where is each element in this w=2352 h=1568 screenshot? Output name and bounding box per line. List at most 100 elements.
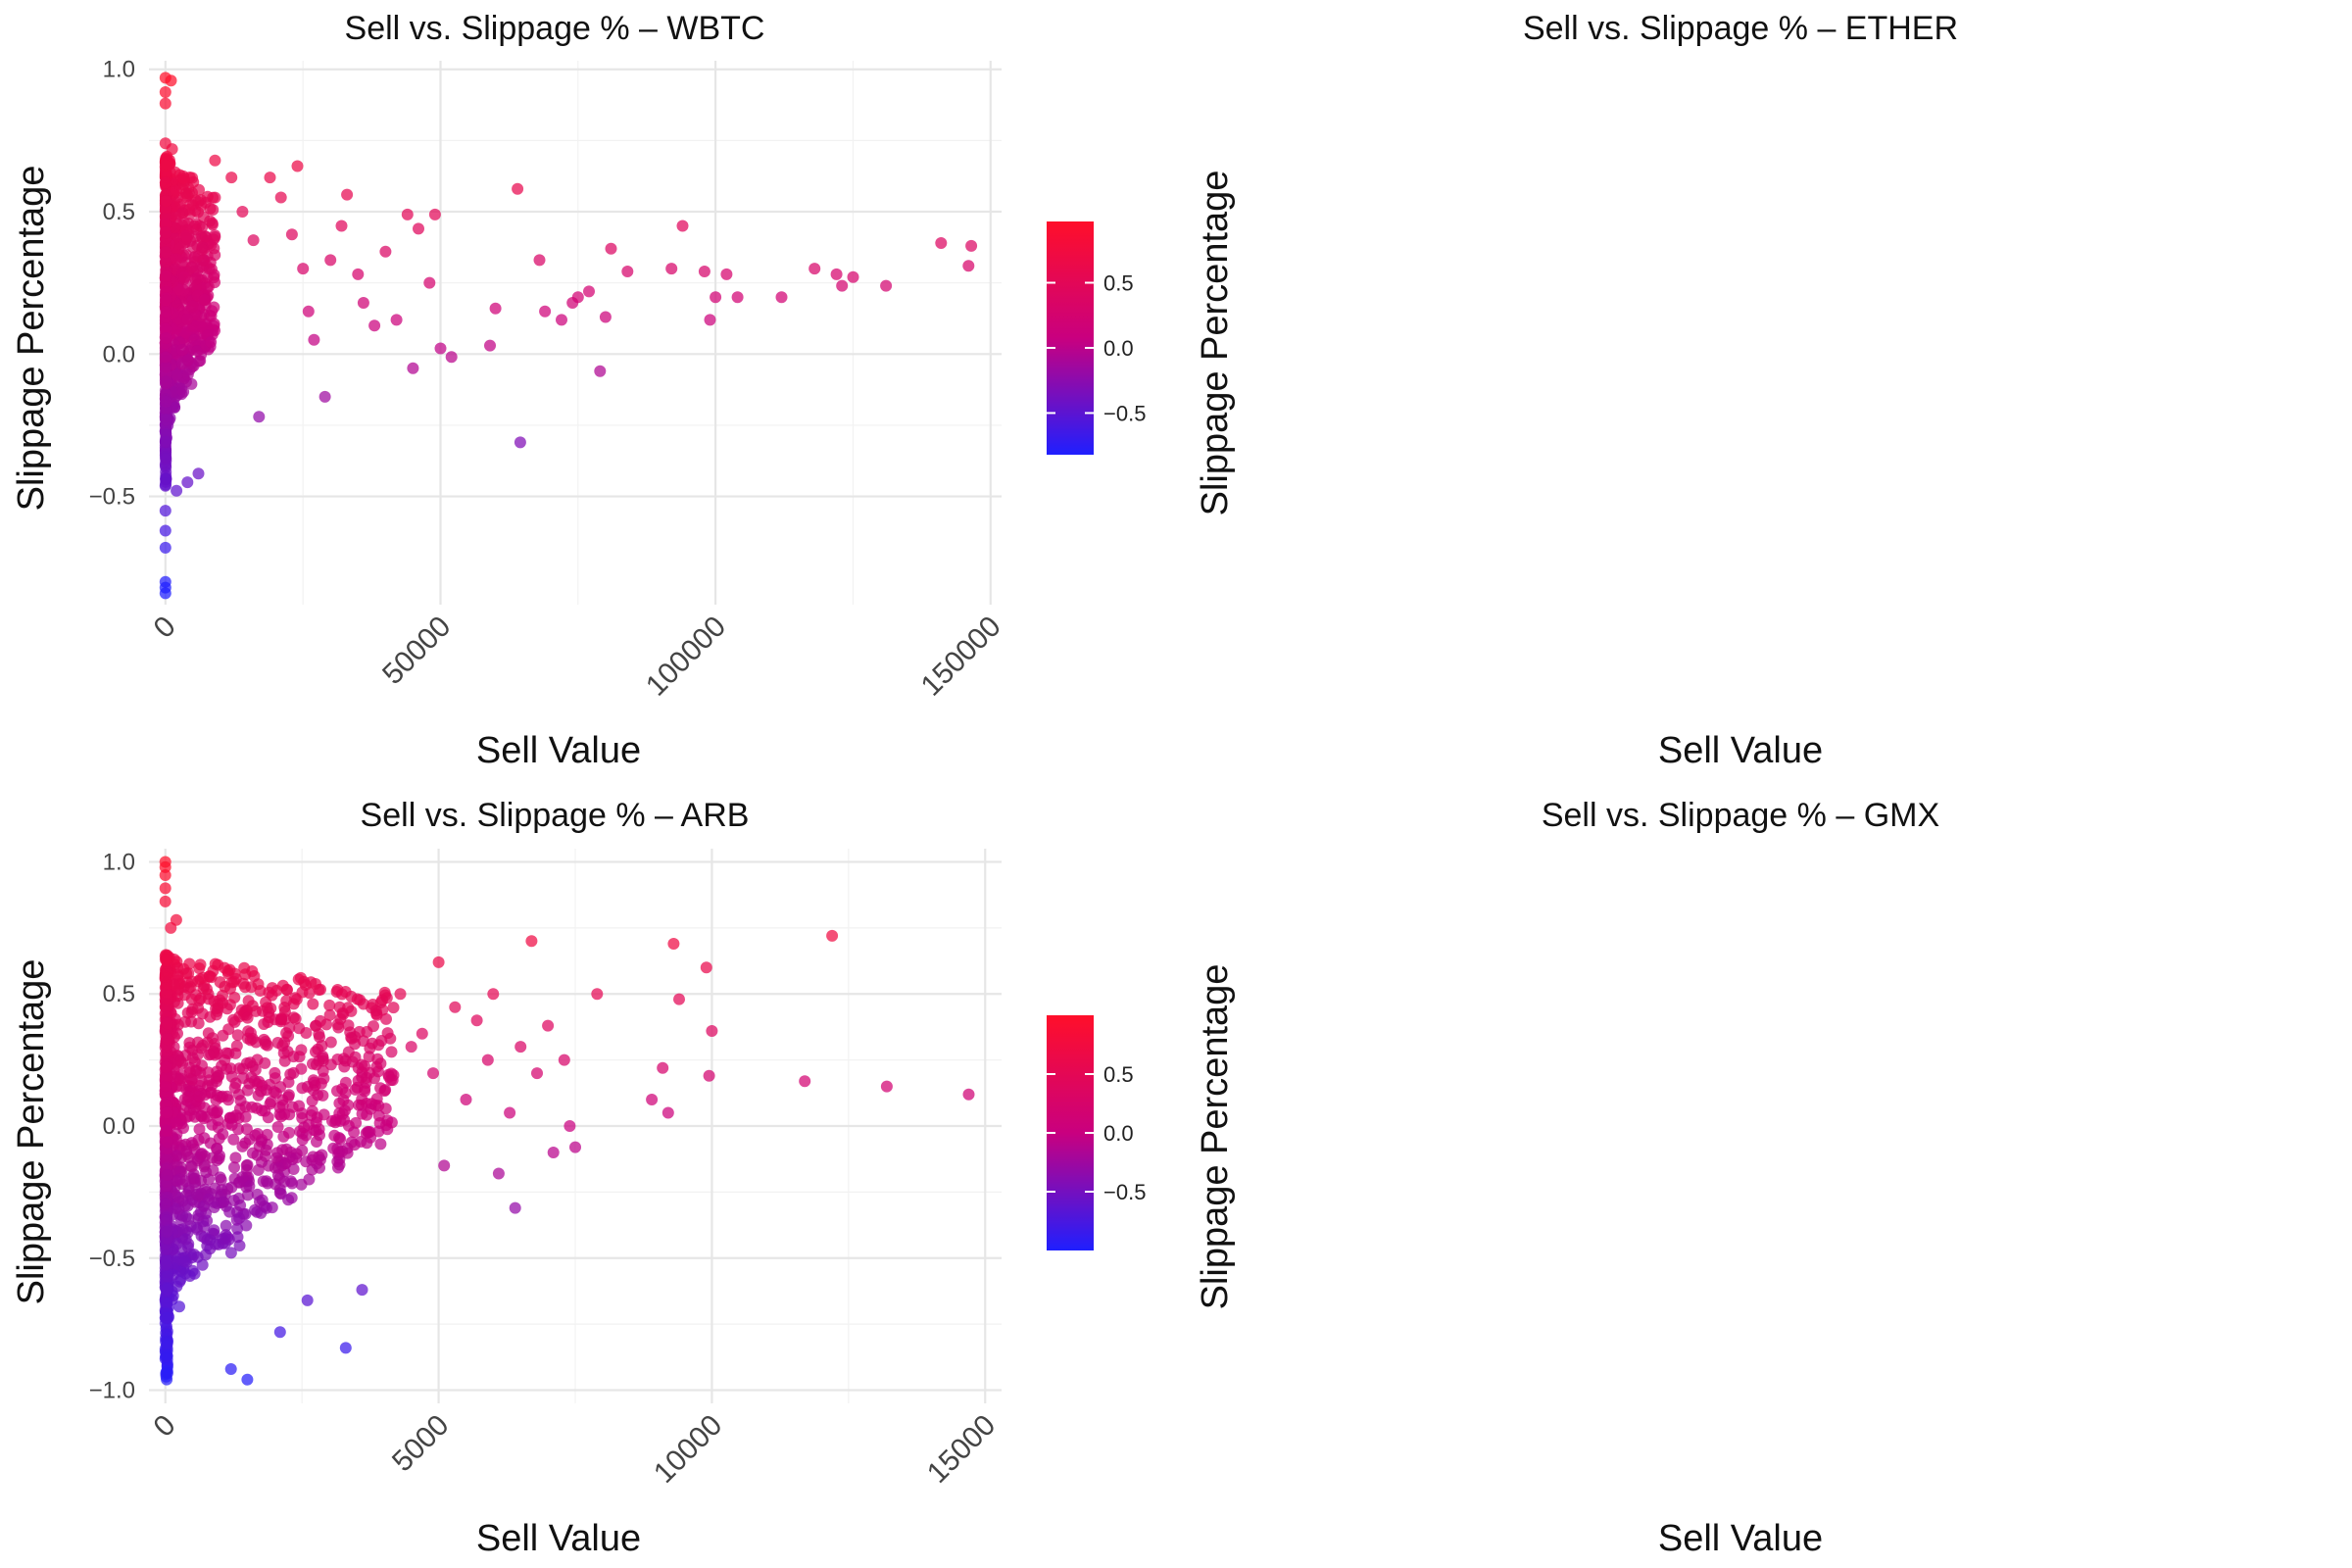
data-point: [160, 472, 172, 485]
data-point: [327, 1142, 340, 1154]
data-point: [293, 1100, 306, 1112]
data-point: [160, 954, 172, 966]
data-point: [159, 1198, 172, 1210]
data-point: [196, 1258, 209, 1271]
data-point: [263, 1011, 275, 1024]
data-point: [295, 1044, 308, 1056]
data-point: [363, 1126, 375, 1139]
data-point: [159, 1080, 172, 1093]
data-point: [302, 305, 315, 318]
y-tick-label: 0.0: [103, 1113, 135, 1140]
data-point: [182, 187, 195, 200]
data-point: [230, 1040, 243, 1053]
data-point: [174, 1054, 187, 1067]
data-point: [218, 1196, 229, 1208]
data-point: [159, 226, 172, 239]
data-point: [171, 484, 183, 497]
data-point: [251, 1149, 264, 1161]
data-point: [197, 971, 210, 984]
data-point: [227, 1133, 240, 1146]
data-point: [169, 401, 181, 414]
data-point: [173, 1074, 186, 1087]
data-point: [405, 1041, 417, 1054]
x-axis-title: Sell Value: [476, 730, 641, 771]
data-point: [569, 1141, 581, 1153]
data-point: [335, 220, 348, 232]
colorbar-tick-label: 0.0: [1103, 1121, 1134, 1146]
colorbar-tick-label: −0.5: [1103, 1180, 1146, 1204]
data-point: [317, 1089, 329, 1102]
data-point: [159, 86, 172, 98]
data-point: [274, 191, 287, 204]
data-point: [315, 983, 326, 996]
data-point: [847, 270, 859, 283]
data-point: [533, 254, 546, 267]
data-point: [160, 1124, 172, 1137]
y-tick-label: 0.5: [103, 199, 135, 225]
data-point: [249, 1063, 262, 1076]
data-point: [269, 1072, 281, 1085]
data-point: [161, 1349, 173, 1361]
data-point: [237, 1072, 250, 1084]
data-point: [356, 1071, 368, 1084]
data-point: [159, 435, 172, 448]
data-point: [183, 1270, 196, 1282]
data-point: [241, 1084, 254, 1097]
y-tick-label: −0.5: [89, 484, 135, 511]
data-point: [160, 306, 172, 318]
data-point: [286, 1177, 299, 1190]
data-point: [346, 1032, 359, 1045]
data-point: [484, 339, 496, 352]
data-point: [965, 239, 978, 252]
data-point: [215, 1173, 227, 1186]
data-point: [621, 266, 634, 277]
data-point: [191, 1188, 204, 1200]
data-point: [187, 241, 199, 254]
data-point: [935, 237, 948, 249]
data-point: [416, 1027, 428, 1040]
data-point: [962, 260, 975, 272]
data-point: [231, 1231, 244, 1244]
data-point: [160, 1368, 172, 1381]
data-point: [662, 1106, 674, 1119]
data-point: [564, 1120, 576, 1132]
x-tick-label: 10000: [648, 1409, 728, 1490]
panel-ether: Sell vs. Slippage % – ETHER −1.0 −0.5 0.0 0…: [89, 10, 1958, 1490]
y-tick-label: 1.0: [103, 57, 135, 83]
data-point: [368, 319, 381, 332]
data-point: [271, 1121, 284, 1133]
data-point: [251, 1078, 264, 1091]
data-point: [826, 929, 839, 942]
data-point: [180, 1145, 193, 1157]
data-point: [165, 921, 177, 934]
data-point: [217, 997, 228, 1009]
data-point: [198, 293, 211, 306]
data-point: [308, 333, 320, 346]
data-point: [237, 977, 250, 990]
data-point: [407, 362, 419, 374]
data-point: [219, 961, 231, 974]
data-point: [382, 1070, 395, 1083]
x-axis-title: Sell Value: [1658, 730, 1823, 771]
data-point: [160, 270, 172, 282]
data-point: [583, 285, 595, 298]
data-point: [324, 254, 337, 267]
data-point: [230, 1213, 243, 1226]
data-point: [731, 291, 744, 304]
data-point: [225, 172, 238, 184]
data-point: [282, 1194, 295, 1206]
data-point: [197, 1220, 210, 1233]
y-tick-label: 0.0: [103, 341, 135, 368]
data-point: [240, 1123, 253, 1136]
data-point: [298, 1121, 311, 1134]
data-point: [307, 1057, 318, 1070]
data-point: [182, 354, 195, 367]
x-tick-label: 15000: [921, 1409, 1002, 1490]
data-point: [270, 1152, 283, 1164]
data-point: [368, 1020, 379, 1033]
data-point: [217, 1233, 229, 1246]
data-point: [272, 1161, 285, 1174]
data-point: [161, 1283, 173, 1296]
data-point: [775, 291, 788, 304]
data-point: [432, 956, 445, 968]
